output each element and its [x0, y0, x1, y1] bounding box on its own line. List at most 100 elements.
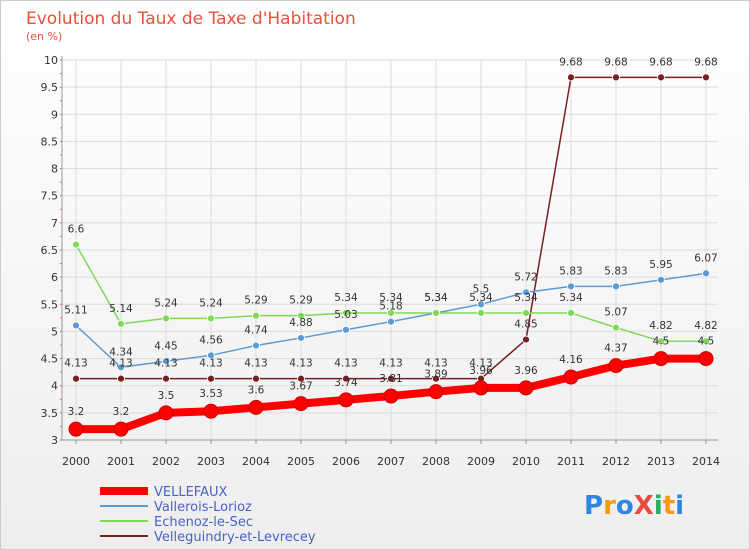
series-1-label-14: 6.07: [694, 252, 717, 264]
series-0-point-8: [428, 384, 444, 400]
y-tick-label-3: 4.5: [41, 353, 59, 366]
legend-label-3: Velleguindry-et-Levrecey: [154, 530, 316, 545]
series-2-label-5: 5.29: [289, 295, 312, 307]
series-2-label-6: 5.34: [334, 292, 358, 304]
series-0-point-1: [113, 421, 129, 437]
series-2-label-1: 5.14: [109, 303, 133, 315]
series-3-point-13: [657, 73, 665, 82]
series-2-label-9: 5.34: [469, 292, 493, 304]
series-0-label-4: 3.6: [248, 384, 265, 396]
y-tick-label-12: 9: [51, 108, 58, 121]
y-tick-label-14: 10: [44, 54, 58, 67]
legend-label-2: Echenoz-le-Sec: [154, 515, 253, 530]
series-2-label-12: 5.07: [604, 307, 627, 319]
series-1-point-1: [117, 363, 125, 372]
series-2-point-1: [117, 319, 125, 328]
x-tick-label-7: 2007: [377, 455, 405, 468]
series-1-point-4: [252, 341, 260, 350]
series-3-label-7: 4.13: [379, 358, 402, 370]
series-2-point-6: [342, 309, 350, 317]
series-2-label-4: 5.29: [244, 295, 267, 307]
series-1-label-9: 5.5: [473, 283, 490, 295]
x-tick-label-13: 2013: [647, 455, 675, 468]
series-1-label-4: 4.74: [244, 325, 268, 337]
chart-title: Evolution du Taux de Taxe d'Habitation: [26, 9, 356, 29]
series-3-label-11: 9.68: [559, 56, 582, 68]
series-2-point-14: [702, 337, 710, 346]
series-3-point-8: [432, 374, 440, 383]
series-0-point-10: [518, 380, 534, 396]
series-0-point-9: [473, 380, 489, 396]
series-3-label-0: 4.13: [64, 358, 87, 370]
x-tick-label-11: 2011: [557, 455, 585, 468]
axis-layer: 3 3.5 4 4.5 5 5.5 6 6.5 7 7.5 8 8.5 9 9.5 10 2000 2001 20…: [41, 54, 721, 468]
series-1-point-7: [387, 317, 395, 326]
series-1-label-1: 4.34: [109, 346, 133, 358]
series-1-label-11: 5.83: [559, 265, 582, 277]
x-tick-label-2: 2002: [152, 455, 180, 468]
series-3-label-8: 4.13: [424, 358, 447, 370]
y-tick-label-8: 7: [51, 217, 58, 230]
y-tick-label-6: 6: [51, 271, 58, 284]
series-1-point-2: [162, 357, 170, 366]
x-tick-label-6: 2006: [332, 455, 360, 468]
series-0-point-13: [653, 351, 669, 367]
series-1-point-13: [657, 275, 665, 284]
series-3-point-1: [117, 374, 125, 383]
legend: VELLEFAUXVallerois-LoriozEchenoz-le-SecV…: [100, 485, 316, 545]
series-1-point-11: [567, 282, 575, 291]
series-0-label-2: 3.5: [158, 390, 175, 402]
series-0-label-10: 3.96: [514, 365, 538, 377]
series-3-point-10: [522, 335, 530, 344]
series-1-point-14: [702, 269, 710, 278]
series-2-point-11: [567, 309, 575, 317]
series-1-label-3: 4.56: [199, 334, 223, 346]
series-1-label-8: 5.34: [424, 292, 448, 304]
series-3-point-14: [702, 73, 710, 82]
x-tick-label-5: 2005: [287, 455, 315, 468]
series-3-point-4: [252, 374, 260, 383]
series-0-label-9: 3.96: [469, 365, 493, 377]
series-2-point-9: [477, 309, 485, 317]
y-tick-label-0: 3: [51, 434, 58, 447]
series-0-label-13: 4.5: [653, 336, 670, 348]
x-tick-label-14: 2014: [692, 455, 720, 468]
series-3-point-2: [162, 374, 170, 383]
x-tick-label-3: 2003: [197, 455, 225, 468]
series-3-point-6: [342, 374, 350, 383]
series-1-point-9: [477, 300, 485, 309]
series-3-label-5: 4.13: [289, 358, 312, 370]
series-0-label-6: 3.74: [334, 377, 358, 389]
series-3-label-13: 9.68: [649, 56, 672, 68]
series-1-point-12: [612, 282, 620, 291]
series-2-label-3: 5.24: [199, 297, 223, 309]
series-3-label-4: 4.13: [244, 358, 267, 370]
series-0-point-11: [563, 369, 579, 385]
series-1-label-0: 5.11: [64, 304, 87, 316]
series-2-point-4: [252, 311, 260, 320]
series-3-label-14: 9.68: [694, 56, 717, 68]
series-3-point-0: [72, 374, 80, 383]
series-3-label-3: 4.13: [199, 358, 222, 370]
series-2-point-7: [387, 309, 395, 317]
series-3-point-5: [297, 374, 305, 383]
series-1-label-13: 5.95: [649, 259, 672, 271]
series-0-point-12: [608, 358, 624, 374]
series-3-label-1: 4.13: [109, 358, 132, 370]
series-3-label-10: 4.85: [514, 319, 537, 331]
series-2-point-8: [432, 309, 440, 317]
series-1-label-7: 5.18: [379, 301, 402, 313]
series-1-label-10: 5.72: [514, 271, 537, 283]
x-tick-label-0: 2000: [62, 455, 90, 468]
series-2-point-13: [657, 337, 665, 346]
series-2-label-13: 4.82: [649, 320, 672, 332]
y-tick-label-4: 5: [51, 325, 58, 338]
chart-subtitle: (en %): [26, 30, 62, 43]
series-0-point-14: [698, 351, 714, 367]
series-0-label-3: 3.53: [199, 388, 222, 400]
series-0-label-0: 3.2: [68, 406, 85, 418]
series-1-point-0: [72, 321, 80, 330]
series-0-label-14: 4.5: [698, 336, 715, 348]
